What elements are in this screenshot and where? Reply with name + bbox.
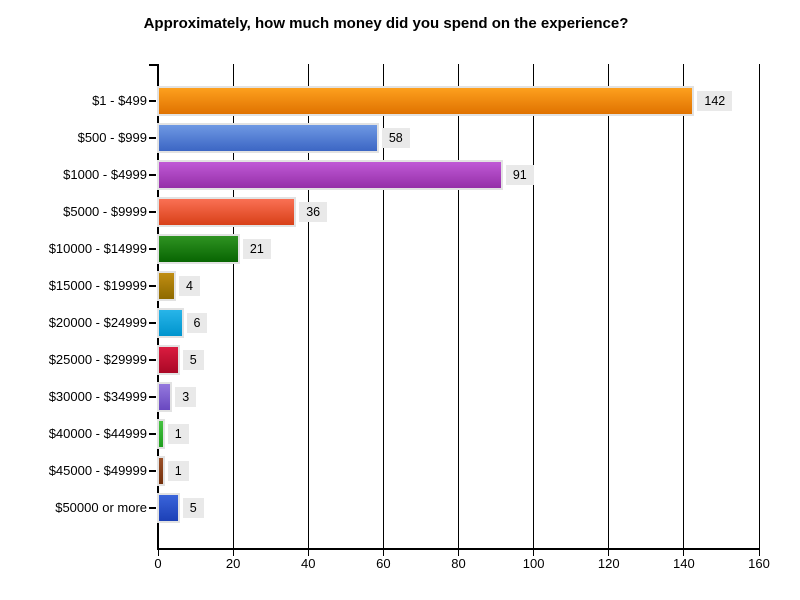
- category-label: $30000 - $34999: [48, 389, 147, 404]
- x-axis-tick: [382, 550, 384, 556]
- y-axis-tick: [149, 507, 156, 509]
- category-label: $40000 - $44999: [48, 426, 147, 441]
- gridline: [307, 64, 309, 549]
- gridline: [683, 64, 685, 549]
- x-axis-tick: [533, 550, 535, 556]
- y-axis-tick: [149, 100, 156, 102]
- x-axis-line: [156, 548, 760, 550]
- x-tick-label: 120: [597, 556, 620, 571]
- gridline: [458, 64, 459, 549]
- y-axis-tick: [149, 322, 156, 324]
- x-tick-label: 100: [522, 556, 545, 571]
- bar: [159, 458, 163, 484]
- x-tick-label: 0: [154, 556, 162, 571]
- bar: [159, 236, 238, 262]
- bar: [159, 347, 178, 373]
- y-axis-tick: [149, 285, 156, 287]
- value-label: 91: [505, 165, 534, 185]
- y-axis-tick: [149, 211, 156, 213]
- category-label: $10000 - $14999: [48, 241, 147, 256]
- y-axis-top-cap: [149, 64, 157, 66]
- gridline: [533, 64, 535, 549]
- value-label: 58: [381, 128, 410, 148]
- value-label: 5: [182, 350, 204, 370]
- x-axis-tick: [232, 550, 234, 556]
- category-label: $1 - $499: [92, 93, 147, 108]
- bar: [159, 495, 178, 521]
- value-label: 21: [242, 239, 271, 259]
- y-axis-tick: [149, 137, 156, 139]
- x-axis-tick: [307, 550, 309, 556]
- x-tick-label: 60: [376, 556, 391, 571]
- x-axis-tick: [758, 550, 760, 556]
- y-axis-tick: [149, 396, 156, 398]
- bar: [159, 199, 295, 225]
- value-label: 1: [167, 461, 189, 481]
- category-label: $1000 - $4999: [63, 167, 147, 182]
- category-label: $45000 - $49999: [48, 463, 147, 478]
- bar: [159, 310, 182, 336]
- gridline: [758, 64, 760, 549]
- value-label: 5: [182, 498, 204, 518]
- y-axis-tick: [149, 359, 156, 361]
- bar: [159, 125, 377, 151]
- x-axis-tick: [157, 550, 159, 556]
- chart-title: Approximately, how much money did you sp…: [143, 15, 629, 32]
- category-label: $500 - $999: [77, 130, 147, 145]
- category-label: $50000 or more: [55, 500, 147, 515]
- category-label: $25000 - $29999: [48, 352, 147, 367]
- x-tick-label: 160: [748, 556, 770, 571]
- value-label: 1: [167, 424, 189, 444]
- bar: [159, 273, 175, 299]
- category-label: $15000 - $19999: [48, 278, 147, 293]
- value-label: 6: [186, 313, 208, 333]
- x-axis-tick: [458, 550, 459, 556]
- value-label: 142: [697, 91, 733, 111]
- bar: [159, 88, 693, 114]
- x-tick-label: 40: [301, 556, 316, 571]
- category-label: $5000 - $9999: [63, 204, 147, 219]
- category-label: $20000 - $24999: [48, 315, 147, 330]
- y-axis-tick: [149, 174, 156, 176]
- value-label: 36: [299, 202, 328, 222]
- bar: [159, 162, 501, 188]
- value-label: 3: [175, 387, 197, 407]
- x-tick-label: 80: [451, 556, 466, 571]
- x-axis-tick: [608, 550, 610, 556]
- y-axis-tick: [149, 433, 156, 435]
- x-tick-label: 20: [225, 556, 241, 571]
- x-tick-label: 140: [673, 556, 695, 571]
- y-axis-line: [156, 64, 159, 549]
- value-label: 4: [179, 276, 200, 296]
- y-axis-tick: [149, 248, 156, 250]
- x-axis-tick: [683, 550, 685, 556]
- gridline: [608, 64, 610, 549]
- bar: [159, 384, 171, 410]
- y-axis-tick: [149, 470, 156, 472]
- bar: [159, 421, 163, 447]
- gridline: [382, 64, 384, 549]
- gridline: [232, 64, 234, 549]
